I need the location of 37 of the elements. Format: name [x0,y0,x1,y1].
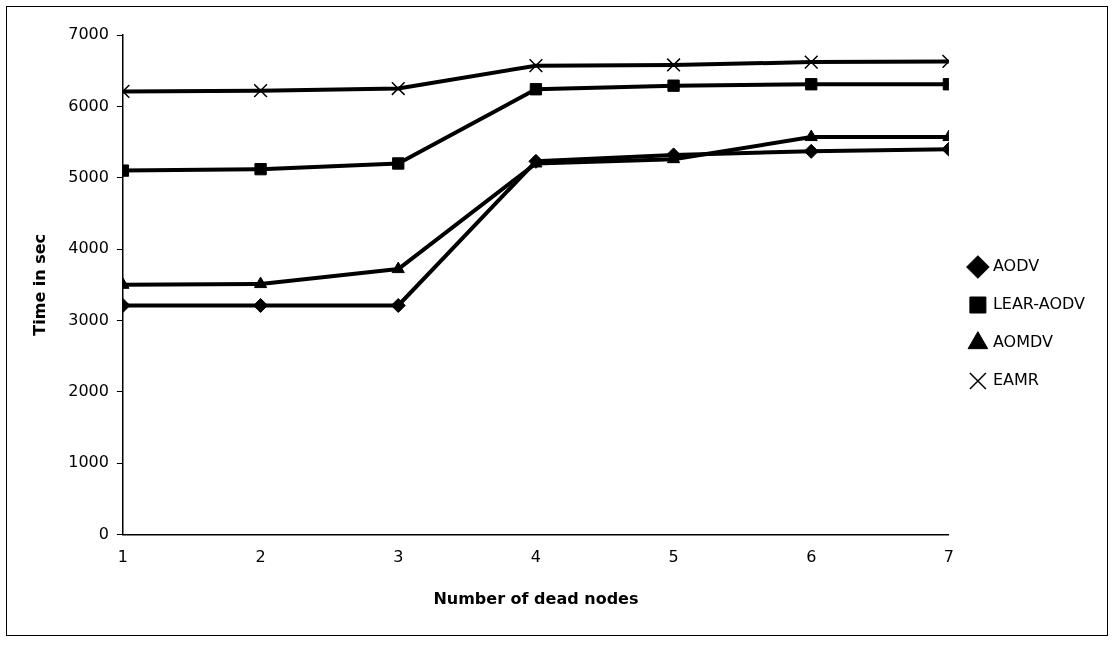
point [253,298,269,313]
point [803,143,819,159]
point [391,81,406,96]
y-tick-label: 5000 [68,166,109,186]
point [254,163,267,176]
x-tick-label: 6 [806,547,817,567]
x-tick-label: 4 [530,547,541,567]
point [529,83,543,96]
x-tick-label: 2 [255,547,266,567]
legend-label: AODV [992,256,1040,276]
x-tick-label: 7 [943,547,954,567]
point [666,57,681,73]
y-tick-label: 0 [98,523,109,543]
y-tick-label: 6000 [68,95,109,115]
point [805,78,818,91]
point [804,55,819,70]
point [528,58,544,73]
x-tick-label: 3 [393,547,404,567]
legend-label: AOMDV [992,332,1053,352]
point [254,276,268,289]
x-axis-title: Number of dead nodes [433,588,639,608]
y-tick-label: 3000 [68,309,109,329]
legend-label: EAMR [992,370,1039,390]
y-tick-label: 1000 [68,452,109,472]
point [392,157,405,170]
legend-label: LEAR-AODV [992,294,1086,314]
y-axis-title: Time in sec [29,233,49,336]
x-tick-label: 1 [117,547,129,567]
y-tick-label: 7000 [68,24,109,44]
point [390,298,406,313]
point [391,261,405,274]
y-tick-label: 2000 [68,381,109,401]
y-tick-label: 4000 [68,238,109,258]
point [667,79,680,92]
point [253,83,268,98]
point [804,129,818,142]
x-tick-label: 5 [668,547,679,567]
